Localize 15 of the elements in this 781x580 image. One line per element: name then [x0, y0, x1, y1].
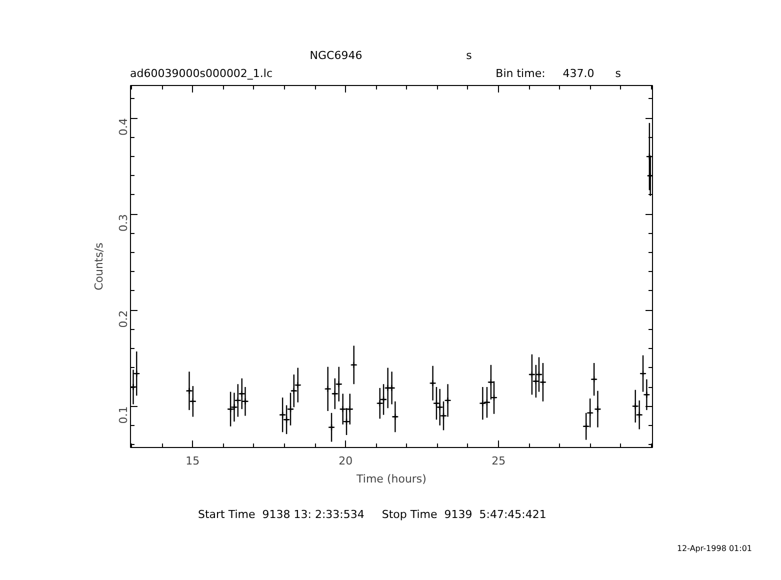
text: Start Time 9138 13: 2:33:534 Stop Time 9139 5:47:45:421 [198, 507, 546, 523]
y-tick-label: 0.2 [117, 310, 130, 328]
x-tick-label: 15 [186, 454, 200, 468]
y-tick-label: 0.3 [117, 214, 130, 232]
text: Bin time: 437.0 s [496, 66, 621, 82]
text: ad60039000s000002_1.lc [130, 66, 273, 82]
y-axis-title: Counts/s [92, 242, 106, 290]
chart-title: NGC6946 [310, 48, 362, 64]
text: 12-Apr-1998 01:01 [676, 543, 752, 554]
x-axis-title: Time (hours) [356, 472, 426, 486]
y-tick-label: 0.1 [117, 406, 130, 424]
x-tick-label: 25 [492, 454, 506, 468]
x-tick-label: 20 [338, 454, 353, 468]
y-tick-label: 0.4 [117, 118, 130, 136]
text: s [466, 48, 472, 64]
